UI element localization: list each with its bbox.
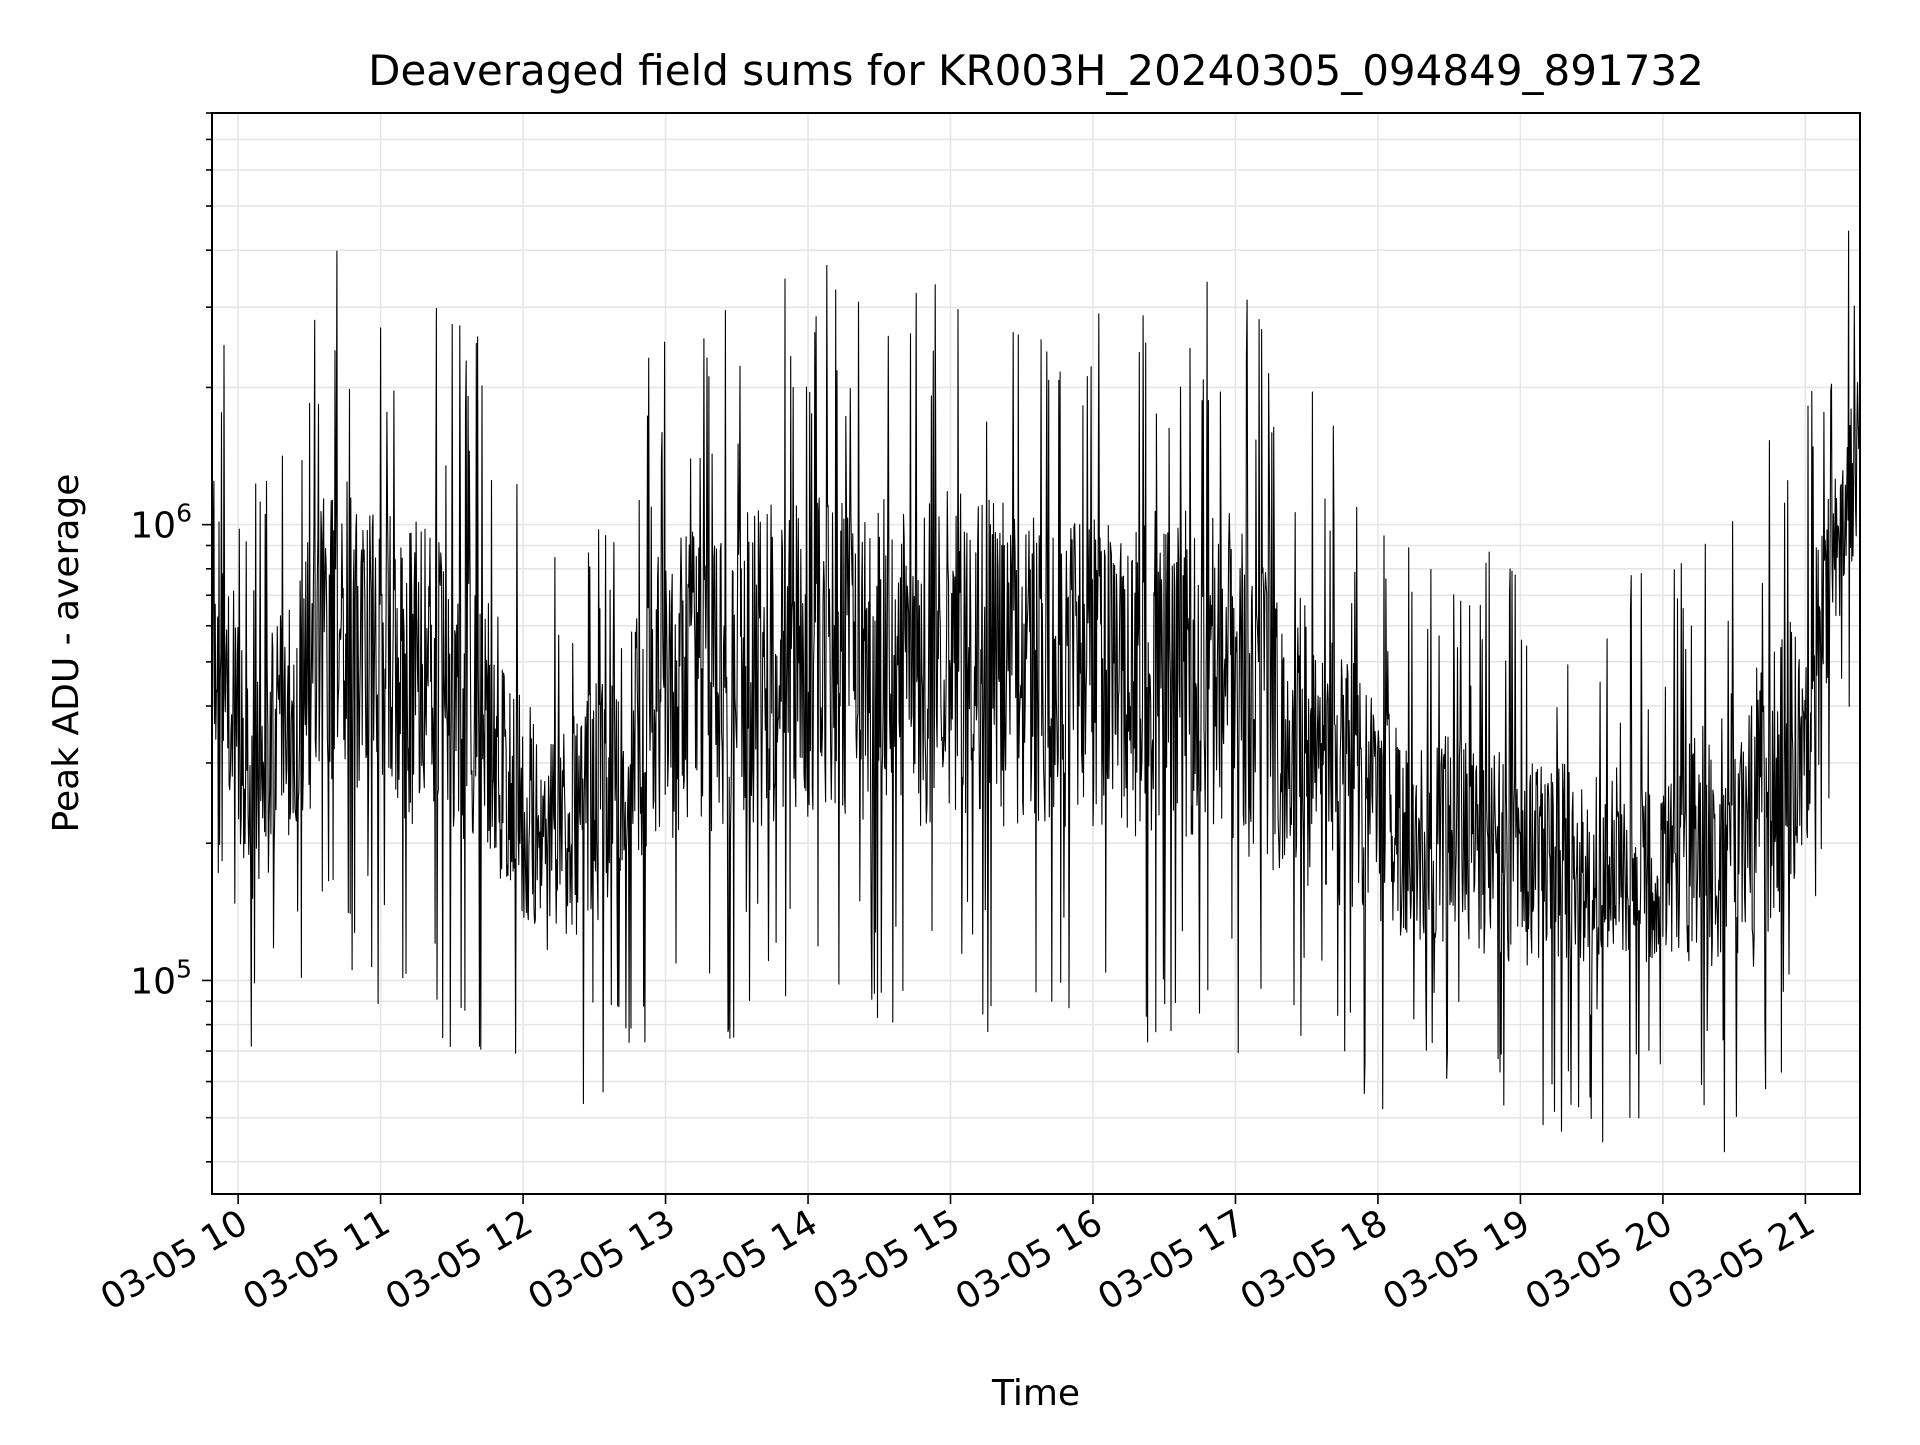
y-tick-label: 106	[130, 499, 192, 547]
x-axis-label: Time	[991, 1373, 1080, 1414]
plot-frame	[211, 112, 1861, 1195]
y-axis: 105 106	[130, 112, 212, 1163]
y-axis-label: Peak ADU - average	[46, 474, 87, 833]
series-line	[212, 230, 1860, 1153]
chart-title: Deaveraged field sums for KR003H_2024030…	[368, 46, 1704, 95]
y-tick-label: 105	[130, 954, 192, 1002]
